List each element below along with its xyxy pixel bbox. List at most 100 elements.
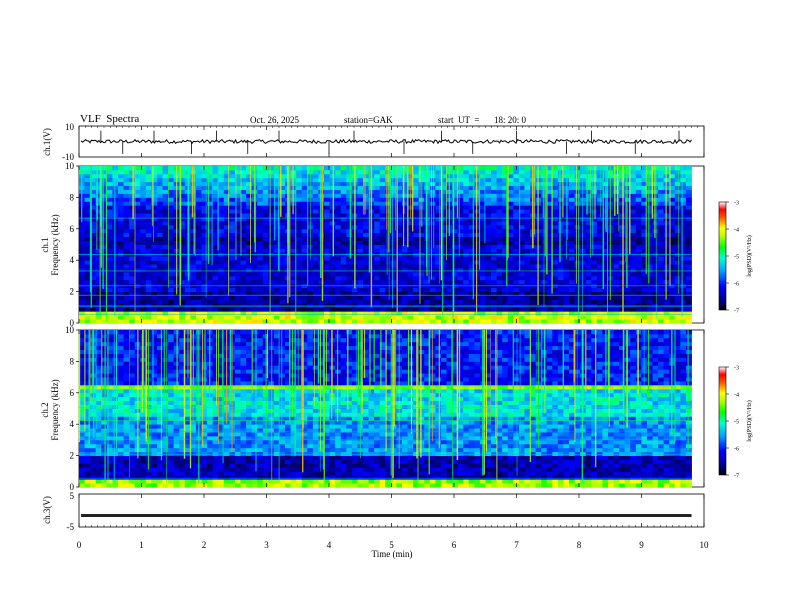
spec-cell: [324, 209, 330, 214]
spec-cell: [440, 169, 447, 175]
spec-cell: [162, 268, 169, 273]
spec-cell: [229, 209, 236, 214]
spec-cell: [346, 303, 353, 308]
spec-cell: [685, 307, 692, 312]
spec-cell: [257, 260, 264, 265]
spec-cell: [424, 311, 431, 316]
spec-cell: [658, 279, 665, 285]
spec-cell: [296, 228, 303, 234]
spec-cell: [491, 232, 498, 238]
spec-cell: [513, 236, 520, 241]
spec-cell: [379, 220, 386, 226]
spec-cell: [635, 224, 642, 230]
spec-cell: [624, 220, 631, 226]
spec-cell: [607, 291, 614, 296]
spec-cell: [156, 479, 163, 484]
spec-cell: [440, 166, 447, 171]
spec-cell: [129, 169, 136, 175]
spec-cell: [685, 209, 692, 214]
spec-cell: [234, 209, 241, 214]
spec-cell: [468, 205, 475, 210]
spec-cell: [290, 240, 297, 245]
spec-cell: [491, 181, 498, 187]
spec-cell: [624, 248, 631, 253]
spec-cell: [117, 169, 124, 175]
spec-cell: [440, 209, 447, 214]
spec-cell: [212, 256, 219, 261]
spec-cell: [301, 224, 308, 230]
spec-cell: [574, 260, 581, 265]
spec-cell: [658, 232, 665, 238]
spec-cell: [557, 228, 564, 234]
spec-cell: [646, 248, 653, 253]
spec-cell: [641, 181, 648, 187]
spec-cell: [156, 236, 163, 241]
spec-cell: [229, 177, 236, 183]
spec-cell: [190, 287, 197, 293]
spec-cell: [435, 471, 442, 476]
spec-cell: [641, 315, 648, 320]
spec-cell: [390, 299, 397, 304]
spec-cell: [674, 166, 681, 171]
spec-cell: [491, 303, 498, 308]
spec-cell: [195, 315, 202, 320]
spec-cell: [279, 166, 286, 171]
spec-cell: [346, 205, 353, 210]
spec-cell: [669, 287, 676, 293]
spec-cell: [329, 483, 336, 488]
spec-cell: [524, 240, 531, 245]
spec-cell: [151, 197, 158, 202]
spec-cell: [145, 248, 152, 253]
spec-cell: [674, 295, 681, 300]
spec-cell: [463, 177, 470, 183]
spec-cell: [129, 193, 136, 198]
spec-cell: [246, 185, 253, 190]
spec-cell: [418, 224, 425, 230]
spec-cell: [374, 220, 381, 226]
spec-cell: [619, 260, 626, 265]
spec-cell: [624, 197, 631, 202]
spec-cell: [301, 299, 308, 304]
spec-cell: [357, 319, 364, 324]
spec-cell: [385, 291, 392, 296]
spec-cell: [580, 303, 587, 308]
spec-cell: [212, 475, 219, 480]
spec-cell: [246, 166, 253, 171]
spec-cell: [491, 483, 498, 488]
spec-cell: [296, 185, 303, 190]
spec-cell: [446, 260, 453, 265]
spec-cell: [452, 483, 459, 488]
spec-cell: [140, 475, 147, 480]
spec-cell: [524, 205, 531, 210]
spec-cell: [491, 299, 498, 304]
spec-cell: [374, 169, 381, 175]
spec-cell: [452, 248, 459, 253]
spec-cell: [101, 185, 108, 190]
spec-cell: [324, 295, 330, 300]
spec-cell: [223, 228, 230, 234]
spec-cell: [407, 303, 414, 308]
spec-cell: [385, 220, 392, 226]
spec-cell: [669, 213, 676, 218]
spec-cell: [607, 166, 614, 171]
spec-cell: [329, 315, 336, 320]
spec-cell: [479, 240, 486, 245]
spec-cell: [246, 483, 253, 488]
spec-cell: [635, 319, 642, 324]
spec-cell: [123, 169, 130, 175]
spec-cell: [407, 224, 414, 230]
spec-cell: [591, 244, 598, 249]
spec-cell: [106, 315, 113, 320]
spec-cell: [613, 275, 620, 281]
spec-cell: [229, 201, 236, 206]
spec-cell: [84, 315, 91, 320]
spec-cell: [452, 319, 459, 324]
spec-cell: [101, 268, 108, 273]
spec-cell: [329, 205, 336, 210]
spec-cell: [223, 256, 230, 261]
spec-cell: [685, 181, 692, 187]
spec-cell: [507, 475, 514, 480]
spec-cell: [418, 240, 425, 245]
spec-cell: [396, 319, 403, 324]
